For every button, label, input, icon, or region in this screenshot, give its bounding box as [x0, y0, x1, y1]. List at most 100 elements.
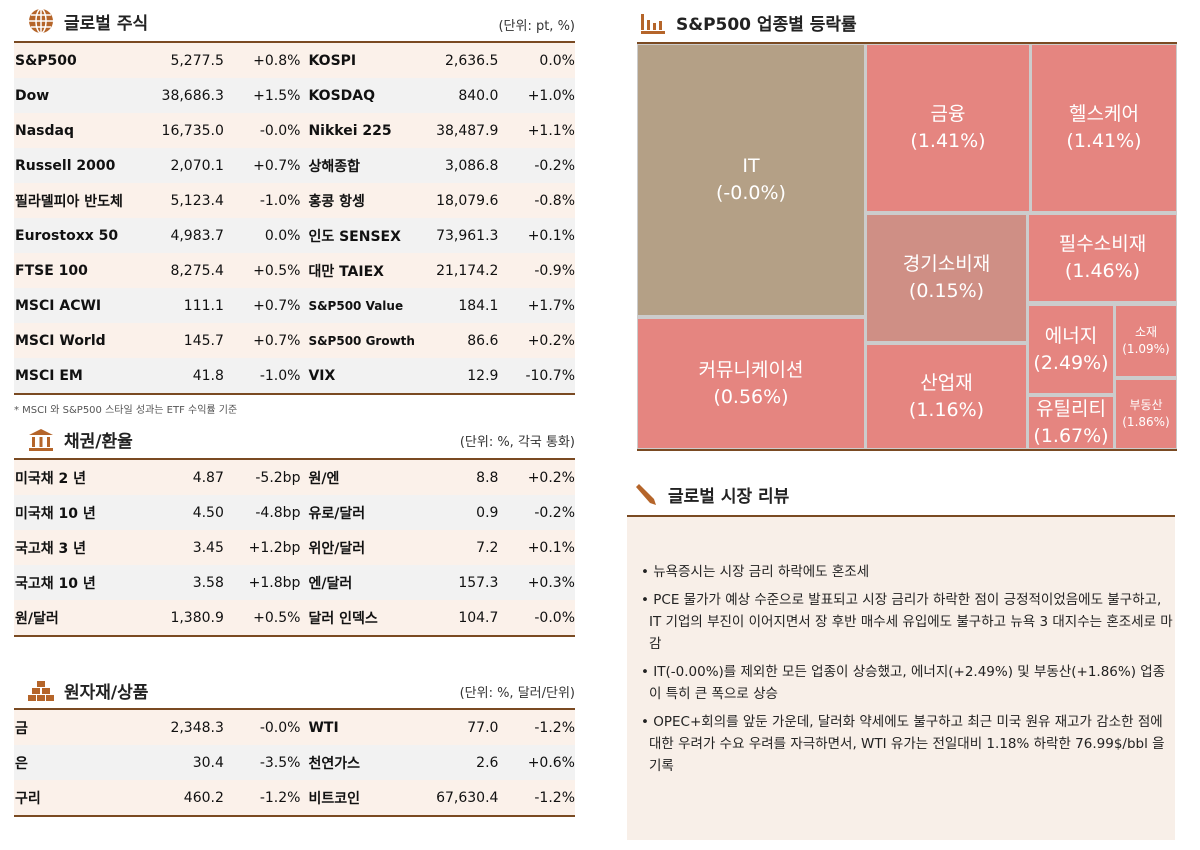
item-change: +0.3%	[527, 574, 575, 591]
item-value: 0.9	[476, 504, 499, 521]
bar-chart-icon	[641, 13, 665, 34]
item-name: 구리	[15, 790, 41, 807]
item-change: -0.0%	[259, 122, 301, 139]
sector-change: (0.56%)	[713, 385, 789, 408]
item-name: Nasdaq	[15, 122, 74, 139]
item-name: FTSE 100	[15, 262, 88, 279]
item-change: +1.8bp	[248, 574, 301, 591]
section-title: 글로벌 주식	[64, 13, 149, 34]
item-change: -1.0%	[259, 192, 301, 209]
sector-change: (1.41%)	[1066, 130, 1142, 152]
sector-change: (-0.0%)	[716, 182, 786, 204]
table-row: 국고채 3 년 3.45 +1.2bp 위안/달러 7.2 +0.1%	[14, 530, 575, 565]
item-name: 국고채 10 년	[15, 575, 96, 592]
bonds-fx-table: 미국채 2 년 4.87 -5.2bp 원/엔 8.8 +0.2% 미국채 10 년 4.50…	[14, 458, 575, 637]
pen-icon	[636, 483, 656, 505]
item-change: -10.7%	[525, 367, 575, 384]
treemap-cell: 커뮤니케이션 (0.56%)	[637, 318, 865, 449]
item-name: Eurostoxx 50	[15, 227, 119, 244]
item-name: Dow	[15, 87, 50, 104]
item-change: -4.8bp	[255, 504, 301, 521]
item-name: 홍콩 항셍	[308, 193, 365, 210]
item-value: 2,348.3	[170, 719, 224, 736]
item-value: 3,086.8	[444, 157, 499, 174]
sector-name: IT	[742, 155, 760, 178]
item-change: -1.2%	[534, 719, 575, 736]
treemap-cell: 금융 (1.41%)	[866, 44, 1030, 212]
item-change: +0.1%	[527, 539, 575, 556]
treemap-cell: 필수소비재 (1.46%)	[1028, 214, 1177, 302]
gold-bars-icon	[28, 680, 54, 701]
item-value: 73,961.3	[436, 227, 499, 244]
table-row: Russell 2000 2,070.1 +0.7% 상해종합 3,086.8 -0.2%	[14, 148, 575, 183]
item-name: 상해종합	[308, 158, 360, 175]
sector-name: 커뮤니케이션	[698, 358, 804, 381]
table-row: 금 2,348.3 -0.0% WTI 77.0 -1.2%	[14, 710, 575, 745]
item-change: +1.5%	[253, 87, 301, 104]
sector-name: 에너지	[1044, 324, 1098, 347]
table-row: 미국채 10 년 4.50 -4.8bp 유로/달러 0.9 -0.2%	[14, 495, 575, 530]
item-value: 16,735.0	[161, 122, 224, 139]
item-change: +0.5%	[253, 262, 301, 279]
review-header: 글로벌 시장 리뷰	[634, 482, 789, 507]
item-name: 미국채 2 년	[15, 470, 87, 487]
item-name: 유로/달러	[308, 505, 366, 522]
item-value: 8,275.4	[170, 262, 224, 279]
sector-change: (1.86%)	[1122, 415, 1170, 429]
item-name: 천연가스	[308, 755, 360, 772]
table-row: 국고채 10 년 3.58 +1.8bp 엔/달러 157.3 +0.3%	[14, 565, 575, 600]
item-name: 국고채 3 년	[15, 540, 87, 557]
review-box: 뉴욕증시는 시장 금리 하락에도 혼조세 PCE 물가가 예상 수준으로 발표되고…	[627, 515, 1175, 840]
item-value: 4.87	[192, 469, 224, 486]
item-value: 5,123.4	[170, 192, 224, 209]
item-value: 30.4	[192, 754, 224, 771]
item-name: WTI	[308, 719, 339, 736]
item-value: 5,277.5	[170, 52, 224, 69]
item-value: 67,630.4	[436, 789, 499, 806]
sector-name: 부동산	[1129, 398, 1163, 413]
table-row: 구리 460.2 -1.2% 비트코인 67,630.4 -1.2%	[14, 780, 575, 815]
section-title: S&P500 업종별 등락률	[676, 15, 857, 35]
global-stocks-table: S&P500 5,277.5 +0.8% KOSPI 2,636.5 0.0% Dow 38,…	[14, 41, 575, 395]
item-name: S&P500 Value	[308, 298, 404, 313]
treemap-cell: 유틸리티 (1.67%)	[1028, 396, 1114, 449]
table-row: 원/달러 1,380.9 +0.5% 달러 인덱스 104.7 -0.0%	[14, 600, 575, 635]
item-value: 2,070.1	[170, 157, 224, 174]
review-bullet: 뉴욕증시는 시장 금리 하락에도 혼조세	[641, 561, 1175, 583]
item-name: 금	[15, 720, 28, 737]
item-change: -0.2%	[534, 504, 575, 521]
sector-name: 필수소비재	[1058, 233, 1147, 256]
sector-name: 헬스케어	[1069, 103, 1139, 126]
item-change: +1.7%	[527, 297, 575, 314]
treemap-cell: 부동산 (1.86%)	[1115, 379, 1177, 449]
item-change: -0.2%	[534, 157, 575, 174]
item-value: 1,380.9	[170, 609, 224, 626]
sector-name: 금융	[930, 103, 966, 126]
item-change: -5.2bp	[255, 469, 301, 486]
table-row: MSCI World 145.7 +0.7% S&P500 Growth 86.6 +0.…	[14, 323, 575, 358]
footnote: * MSCI 와 S&P500 스타일 성과는 ETF 수익률 기준	[14, 405, 238, 416]
item-value: 157.3	[458, 574, 499, 591]
bank-icon	[29, 428, 53, 451]
sector-name: 유틸리티	[1036, 397, 1106, 420]
sector-change: (1.16%)	[908, 398, 985, 421]
item-change: -1.0%	[259, 367, 301, 384]
item-change: +0.7%	[253, 157, 301, 174]
sector-change: (1.41%)	[910, 130, 986, 152]
review-bullet: PCE 물가가 예상 수준으로 발표되고 시장 금리가 하락한 점이 긍정적이었…	[641, 589, 1175, 655]
item-name: MSCI World	[15, 332, 106, 349]
item-change: -3.5%	[259, 754, 301, 771]
item-name: 인도 SENSEX	[308, 228, 401, 245]
item-change: +1.2bp	[248, 539, 301, 556]
sector-change: (2.49%)	[1033, 351, 1109, 374]
item-change: +1.0%	[527, 87, 575, 104]
commodities-table: 금 2,348.3 -0.0% WTI 77.0 -1.2% 은 30.4 -3.5% 천연가스 2…	[14, 708, 575, 817]
item-change: +0.6%	[527, 754, 575, 771]
item-name: Nikkei 225	[308, 122, 392, 139]
item-name: 달러 인덱스	[308, 610, 378, 627]
item-value: 12.9	[467, 367, 499, 384]
item-value: 2.6	[476, 754, 499, 771]
item-name: MSCI EM	[15, 367, 83, 384]
item-name: S&P500	[15, 52, 77, 69]
item-change: -1.2%	[259, 789, 301, 806]
